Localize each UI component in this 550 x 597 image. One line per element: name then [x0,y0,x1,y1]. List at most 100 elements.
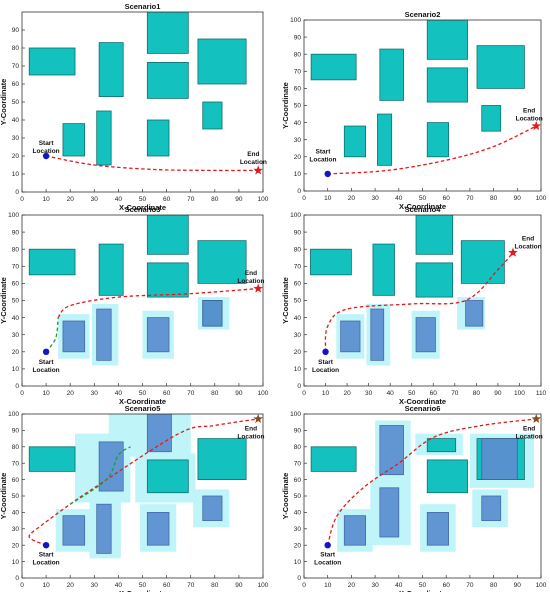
end-marker [253,414,263,423]
x-tick-label: 30 [371,582,379,589]
start-label-line: Start [316,148,332,155]
y-tick-label: 30 [12,332,20,339]
x-tick-label: 70 [187,196,195,203]
x-tick-label: 20 [67,390,75,397]
x-tick-label: 10 [42,582,50,589]
planned-path-red [324,252,514,352]
y-tick-label: 60 [12,281,20,288]
y-tick-label: 70 [12,460,20,467]
obstacle [426,20,468,60]
obstacle-inner [146,317,170,353]
end-marker [253,283,263,293]
x-tick-label: 0 [302,582,306,589]
start-label-line: Start [320,552,336,559]
start-label: Start Location [33,552,60,567]
start-label-line: Location [33,560,60,567]
start-label: Start Location [314,552,341,567]
x-tick-label: 70 [466,195,474,202]
start-label-line: Start [39,552,55,559]
x-tick-label: 10 [42,196,50,203]
y-tick-label: 70 [294,264,302,271]
y-tick-label: 30 [12,135,20,142]
x-tick-label: 40 [395,195,403,202]
plot-content [28,215,263,366]
obstacle [202,101,223,130]
obstacle-inner [343,515,367,546]
obstacle [146,215,189,255]
obstacle-inner [465,300,484,327]
y-tick-label: 50 [294,103,302,110]
x-tick-label: 40 [395,582,403,589]
start-marker [42,348,50,355]
obstacle-inner [481,438,518,481]
obstacle-inner [202,300,223,327]
x-tick-label: 60 [430,390,438,397]
y-tick-label: 10 [294,366,302,373]
obstacle [310,446,357,472]
y-tick-label: 0 [297,575,301,582]
start-label-line: Location [33,367,60,374]
y-axis-label: Y-Coordinate [281,473,290,520]
x-tick-label: 0 [20,582,24,589]
obstacle [310,53,357,81]
obstacle-inner [415,317,436,353]
scenario-panel: 0 10 20 30 40 50 60 70 80 90 100 0 10 20 30 40 50 60 70 80 9… [281,10,547,211]
y-tick-label: 90 [12,27,20,34]
x-tick-label: 60 [443,582,451,589]
x-tick-label: 50 [419,582,427,589]
x-tick-label: 0 [20,196,24,203]
end-label-line: End [245,425,257,432]
obstacle [415,215,454,255]
x-tick-label: 90 [514,195,522,202]
obstacle [146,459,189,494]
x-tick-label: 60 [443,195,451,202]
y-tick-label: 0 [15,575,19,582]
x-tick-label: 40 [387,390,395,397]
obstacle [476,45,525,89]
y-axis-label: Y-Coordinate [281,82,290,129]
y-tick-label: 10 [294,559,302,566]
plot-content [28,414,263,559]
planned-path-red [45,155,259,172]
y-tick-label: 60 [12,81,20,88]
obstacle-inner [98,441,124,492]
obstacle-inner [379,425,404,476]
y-tick-label: 70 [12,264,20,271]
obstacle [426,459,468,494]
y-tick-label: 90 [294,428,302,435]
start-label: Start Location [33,359,60,374]
chart-title: Scenario6 [405,404,441,413]
obstacle [197,38,247,85]
x-tick-label: 90 [235,390,243,397]
obstacle-inner [62,515,86,546]
y-tick-label: 100 [8,411,19,418]
x-tick-label: 60 [163,390,171,397]
end-label: End Location [240,151,267,166]
y-tick-label: 50 [294,298,302,305]
scenario-panel: 0 10 20 30 40 50 60 70 80 90 100 0 10 20 30 40 50 60 70 80 9… [281,404,547,597]
x-tick-label: 10 [324,582,332,589]
scenario-panel: 0 10 20 30 40 50 60 70 80 90 100 0 10 20 30 40 50 60 70 80 9… [0,404,269,597]
obstacle [28,248,76,276]
obstacle-inner [146,414,172,453]
x-tick-label: 40 [115,196,123,203]
scenario-panel: 0 10 20 30 40 50 60 70 80 90 100 110 0 10 20 30 40 50 60 70… [281,205,547,406]
obstacle-inner [96,308,112,361]
x-tick-label: 80 [211,196,219,203]
y-tick-label: 50 [12,298,20,305]
x-tick-label: 100 [258,582,269,589]
y-tick-label: 20 [294,349,302,356]
y-tick-label: 90 [12,428,20,435]
start-marker [42,152,50,160]
start-label-line: Start [318,359,334,366]
x-tick-label: 70 [187,582,195,589]
x-tick-label: 30 [91,390,99,397]
x-tick-label: 60 [163,196,171,203]
end-label-line: Location [516,433,543,440]
x-axis-label: X-Coordinate [119,397,166,406]
x-tick-label: 80 [211,390,219,397]
obstacle [460,240,505,284]
obstacle [96,110,112,166]
plot-content [310,414,541,552]
